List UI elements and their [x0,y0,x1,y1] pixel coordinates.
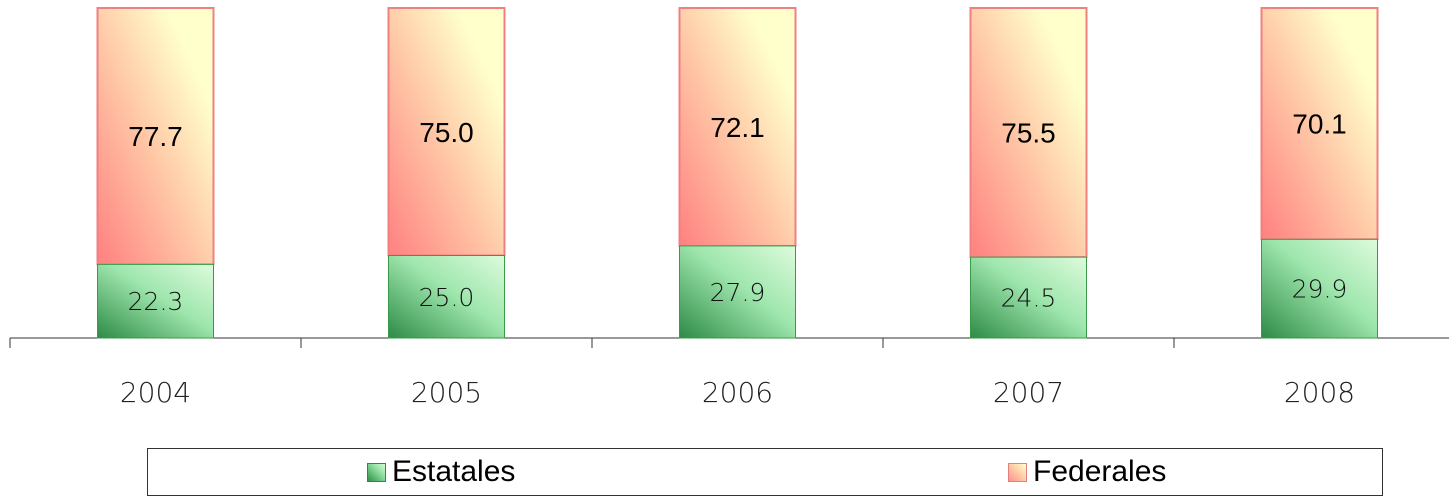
bar-estatales-2006 [679,245,796,339]
legend-item-estatales: Estatales [367,455,515,489]
bar-estatales-2007 [970,256,1087,339]
legend: Estatales Federales [147,448,1383,496]
stacked-bar-chart: 77.7 22.3 2004 75.0 25.0 2005 72.1 27.9 2006 75.5… [9,7,1449,409]
legend-item-federales: Federales [1008,455,1166,489]
bars [96,7,1379,339]
x-tick-label-2005: 2005 [411,376,482,409]
data-label-federales-2004: 77.7 [128,121,183,152]
data-labels: 77.7 22.3 2004 75.0 25.0 2005 72.1 27.9 2006 75.5… [120,109,1355,409]
data-label-estatales-2008: 29.9 [1292,275,1348,304]
x-tick-label-2006: 2006 [702,376,773,409]
bar-estatales-2008 [1261,238,1378,339]
data-label-estatales-2005: 25.0 [419,283,475,312]
data-label-estatales-2007: 24.5 [1001,284,1057,313]
legend-swatch-estatales [367,462,386,482]
bar-federales-2007 [969,7,1088,259]
data-label-federales-2007: 75.5 [1001,118,1056,149]
data-label-estatales-2006: 27.9 [710,278,766,307]
bar-federales-2005 [387,7,506,257]
x-tick-label-2007: 2007 [993,376,1064,409]
bar-federales-2006 [678,7,797,247]
data-label-federales-2008: 70.1 [1292,109,1347,140]
x-tick-label-2008: 2008 [1284,376,1355,409]
data-label-federales-2005: 75.0 [419,117,474,148]
legend-label-estatales: Estatales [392,455,516,488]
x-tick-label-2004: 2004 [120,376,191,409]
data-label-estatales-2004: 22.3 [128,287,184,316]
x-axis [9,337,1449,348]
bar-estatales-2005 [388,255,505,339]
bar-estatales-2004 [97,263,214,339]
data-label-federales-2006: 72.1 [710,112,765,143]
legend-label-federales: Federales [1033,455,1167,488]
legend-swatch-federales [1008,462,1027,482]
